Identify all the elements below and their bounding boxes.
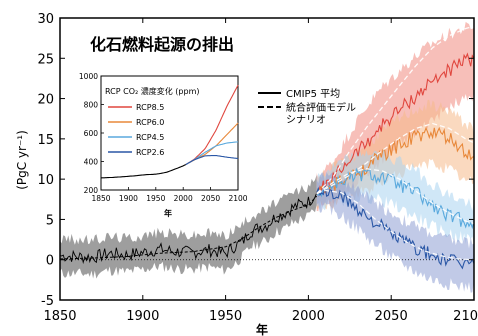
ia-line-rcp26 bbox=[316, 189, 475, 261]
inset-title: RCP CO₂ 濃度変化 (ppm) bbox=[105, 86, 199, 96]
y-tick-label: 25 bbox=[37, 52, 54, 67]
inset-y-tick-label: 1000 bbox=[79, 72, 98, 81]
x-axis-label: 年 bbox=[256, 322, 268, 336]
inset-x-tick-label: 1950 bbox=[146, 194, 165, 203]
mean-line-rcp45 bbox=[316, 167, 475, 230]
x-tick-label: 1850 bbox=[43, 309, 76, 324]
inset-axes: 200 400 600 800 1000 1850 1900 1950 2000 2050 2100 bbox=[79, 72, 248, 203]
y-tick-label: 0 bbox=[46, 254, 54, 269]
y-tick-label: 15 bbox=[37, 133, 54, 148]
inset-x-tick-label: 2050 bbox=[201, 194, 220, 203]
ia-line-rcp60 bbox=[316, 122, 475, 195]
inset-legend-label: RCP4.5 bbox=[136, 133, 164, 142]
x-tick-label: 2050 bbox=[375, 309, 408, 324]
ia-line-rcp45 bbox=[316, 168, 475, 225]
y-tick-label: 5 bbox=[46, 213, 54, 228]
inset-x-axis-label: 年 bbox=[164, 208, 172, 218]
x-tick-label: 2000 bbox=[292, 309, 325, 324]
mean-line-rcp26 bbox=[316, 185, 475, 270]
inset-x-tick-label: 1900 bbox=[119, 194, 138, 203]
inset-x-tick-label: 1850 bbox=[91, 194, 110, 203]
x-tick-label: 1900 bbox=[126, 309, 159, 324]
inset-y-tick-label: 800 bbox=[84, 101, 99, 110]
inset-line-rcp26 bbox=[185, 154, 239, 165]
y-tick-label: 30 bbox=[37, 12, 54, 27]
inset-y-tick-label: 200 bbox=[84, 186, 99, 195]
legend-cmip5-label: CMIP5 平均 bbox=[286, 88, 340, 100]
co2-inset-chart: RCP CO₂ 濃度変化 (ppm) RCP8.5RCP6.0RCP4.5RCP… bbox=[79, 72, 248, 218]
chart-title: 化石燃料起源の排出 bbox=[90, 35, 234, 54]
inset-x-tick-label: 2100 bbox=[228, 194, 247, 203]
mean-line-rcp85 bbox=[316, 52, 475, 198]
y-tick-label: 10 bbox=[37, 173, 54, 188]
inset-historical-line bbox=[100, 164, 187, 179]
inset-legend: RCP8.5 RCP6.0 RCP4.5 RCP2.6 bbox=[108, 103, 164, 157]
historical-observed-line bbox=[60, 195, 318, 260]
x-tick-label: 1950 bbox=[209, 309, 242, 324]
plot-frame bbox=[59, 17, 475, 301]
ia-line-rcp85 bbox=[316, 25, 475, 195]
inset-legend-label: RCP2.6 bbox=[136, 148, 164, 157]
legend-ia-label: 統合評価モデル シナリオ bbox=[286, 101, 359, 126]
historical-mean-line bbox=[59, 192, 318, 265]
historical-band bbox=[60, 174, 317, 279]
inset-legend-label: RCP6.0 bbox=[136, 118, 164, 127]
x-tick-label: 210 bbox=[453, 309, 478, 324]
inset-lines bbox=[100, 84, 239, 179]
y-axis-label: (PgC yr⁻¹) bbox=[15, 130, 29, 190]
legend: CMIP5 平均 統合評価モデル シナリオ bbox=[258, 88, 359, 126]
inset-x-tick-label: 2000 bbox=[174, 194, 193, 203]
inset-y-tick-label: 600 bbox=[84, 129, 99, 138]
y-tick-label: 20 bbox=[37, 93, 54, 108]
y-tick-label: -5 bbox=[41, 294, 54, 309]
series-lines bbox=[59, 25, 475, 270]
inset-y-tick-label: 400 bbox=[84, 158, 99, 167]
inset-legend-label: RCP8.5 bbox=[136, 103, 164, 112]
main-axes: -5 0 5 10 15 20 25 30 1850 1900 1950 2000 2050 210 bbox=[37, 12, 478, 324]
